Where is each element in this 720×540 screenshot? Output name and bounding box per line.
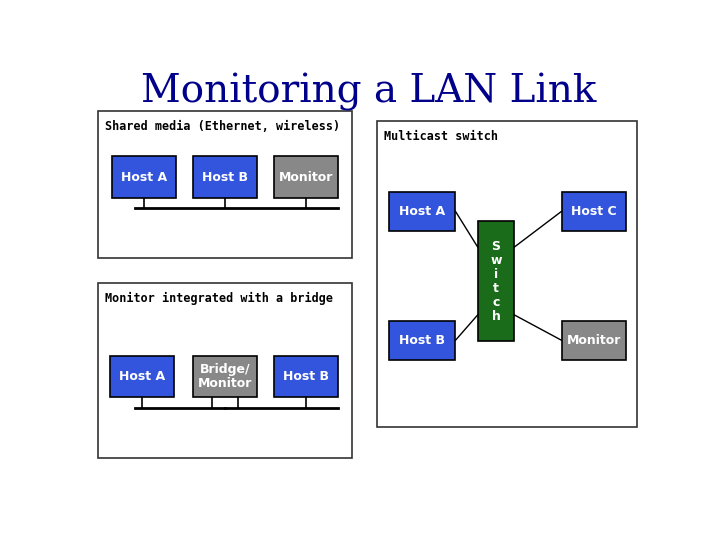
Text: Host A: Host A [122,171,168,184]
Text: Bridge/
Monitor: Bridge/ Monitor [198,363,253,390]
Bar [193,356,258,397]
Bar [389,321,456,360]
Bar [562,321,626,360]
Bar [562,192,626,231]
Bar [99,111,352,258]
Bar [99,283,352,458]
Bar [274,156,338,198]
Text: Multicast switch: Multicast switch [384,130,498,143]
Text: Host B: Host B [202,171,248,184]
Text: Host C: Host C [571,205,616,218]
Text: Host A: Host A [399,205,445,218]
Text: Host B: Host B [283,370,329,383]
Text: Monitor: Monitor [567,334,621,347]
Bar [112,156,176,198]
Bar [109,356,174,397]
Text: Host A: Host A [119,370,165,383]
Text: Monitoring a LAN Link: Monitoring a LAN Link [141,73,597,111]
Text: Monitor: Monitor [279,171,333,184]
Text: S
w
i
t
c
h: S w i t c h [490,240,502,322]
Bar [193,156,258,198]
Text: Shared media (Ethernet, wireless): Shared media (Ethernet, wireless) [105,120,340,133]
Bar [478,221,514,341]
Bar [389,192,456,231]
Bar [377,121,636,427]
Text: Monitor integrated with a bridge: Monitor integrated with a bridge [105,292,333,305]
Text: Host B: Host B [399,334,445,347]
Bar [274,356,338,397]
